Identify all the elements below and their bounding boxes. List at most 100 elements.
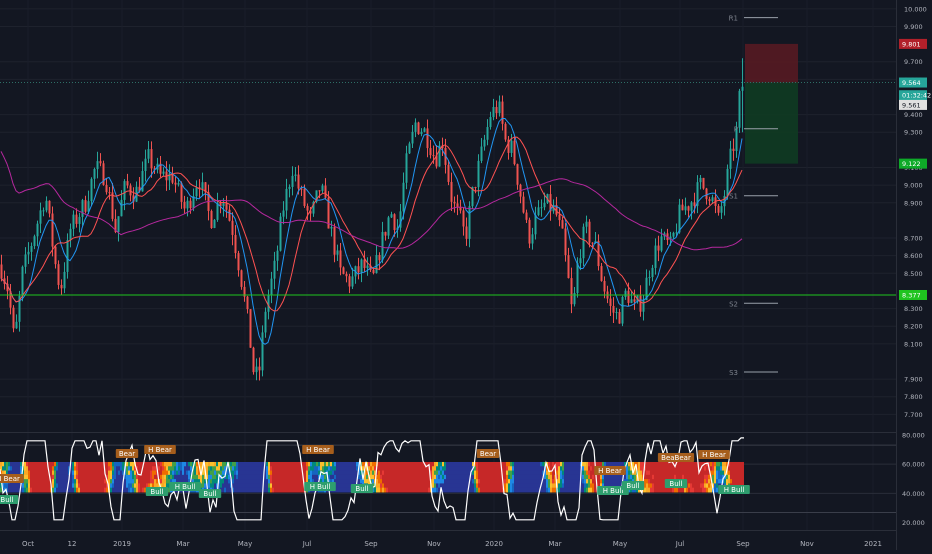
heatmap-cell (454, 470, 456, 476)
heatmap-cell (140, 487, 142, 493)
heatmap-cell (244, 483, 246, 489)
heatmap-cell (714, 479, 716, 484)
heatmap-cell (342, 461, 344, 467)
heatmap-cell (538, 487, 540, 493)
heatmap-cell (92, 474, 94, 480)
heatmap-cell (388, 474, 390, 480)
heatmap-cell (614, 479, 616, 484)
heatmap-cell (70, 479, 72, 484)
divergence-label-9: Bull (355, 485, 368, 493)
heatmap-cell (232, 470, 234, 476)
heatmap-cell (186, 474, 188, 480)
heatmap-cell (136, 483, 138, 489)
heatmap-cell (614, 461, 616, 467)
heatmap-cell (182, 470, 184, 476)
heatmap-cell (46, 466, 48, 472)
heatmap-cell (82, 470, 84, 476)
price-axis[interactable]: 10.0009.9009.7009.6009.4009.3009.1009.00… (896, 0, 932, 550)
heatmap-cell (324, 461, 326, 467)
heatmap-cell (572, 487, 574, 493)
heatmap-cell (236, 487, 238, 493)
time-axis[interactable]: Oct 12 2019 Mar May Jul Sep Nov 2020 Mar May Jul Sep… (0, 530, 896, 549)
heatmap-cell (78, 461, 80, 467)
heatmap-cell (688, 461, 690, 467)
heatmap-cell (574, 483, 576, 489)
heatmap-cell (698, 474, 700, 480)
heatmap-cell (216, 470, 218, 476)
heatmap-cell (644, 479, 646, 484)
heatmap-cell (276, 470, 278, 476)
heatmap-cell (650, 487, 652, 493)
time-tick-7: Nov (427, 540, 441, 548)
heatmap-cell (172, 479, 174, 484)
heatmap-cell (334, 470, 336, 476)
heatmap-cell (368, 470, 370, 476)
heatmap-cell (136, 461, 138, 467)
heatmap-cell (560, 474, 562, 480)
heatmap-cell (520, 474, 522, 480)
heatmap-cell (74, 483, 76, 489)
heatmap-cell (200, 461, 202, 467)
heatmap-cell (254, 479, 256, 484)
heatmap-cell (220, 466, 222, 472)
stop-loss-zone[interactable] (745, 43, 798, 83)
heatmap-cell (534, 487, 536, 493)
heatmap-cell (408, 487, 410, 493)
heatmap-cell (46, 461, 48, 467)
heatmap-cell (276, 474, 278, 480)
candle-body (732, 148, 735, 151)
heatmap-cell (516, 483, 518, 489)
heatmap-cell (566, 461, 568, 467)
heatmap-cell (592, 470, 594, 476)
heatmap-cell (434, 461, 436, 467)
take-profit-zone[interactable] (745, 82, 798, 164)
heatmap-cell (106, 483, 108, 489)
heatmap-cell (564, 479, 566, 484)
heatmap-cell (626, 461, 628, 467)
heatmap-cell (344, 487, 346, 493)
heatmap-cell (578, 483, 580, 489)
heatmap-cell (666, 461, 668, 467)
heatmap-cell (224, 479, 226, 484)
heatmap-cell (682, 487, 684, 493)
heatmap-cell (564, 487, 566, 493)
heatmap-cell (434, 483, 436, 489)
heatmap-cell (730, 466, 732, 472)
heatmap-cell (92, 487, 94, 493)
heatmap-cell (706, 483, 708, 489)
heatmap-cell (668, 487, 670, 493)
heatmap-cell (122, 470, 124, 476)
heatmap-cell (402, 474, 404, 480)
heatmap-cell (28, 470, 30, 476)
heatmap-cell (24, 487, 26, 493)
heatmap-cell (258, 474, 260, 480)
heatmap-cell (214, 474, 216, 480)
heatmap-cell (634, 461, 636, 467)
heatmap-cell (132, 487, 134, 493)
heatmap-cell (248, 466, 250, 472)
heatmap-cell (158, 461, 160, 467)
heatmap-cell (584, 483, 586, 489)
heatmap-cell (546, 479, 548, 484)
heatmap-cell (176, 479, 178, 484)
heatmap-cell (62, 466, 64, 472)
heatmap-cell (62, 483, 64, 489)
heatmap-cell (530, 470, 532, 476)
heatmap-cell (78, 470, 80, 476)
heatmap-cell (146, 470, 148, 476)
heatmap-cell (250, 479, 252, 484)
candle-body (426, 128, 429, 149)
heatmap-cell (478, 461, 480, 467)
heatmap-cell (534, 479, 536, 484)
position-box[interactable] (0, 43, 896, 164)
heatmap-cell (260, 479, 262, 484)
heatmap-cell (152, 466, 154, 472)
heatmap-cell (458, 487, 460, 493)
heatmap-cell (254, 466, 256, 472)
heatmap-cell (338, 479, 340, 484)
heatmap-cell (714, 487, 716, 493)
heatmap-cell (434, 487, 436, 493)
heatmap-cell (292, 474, 294, 480)
